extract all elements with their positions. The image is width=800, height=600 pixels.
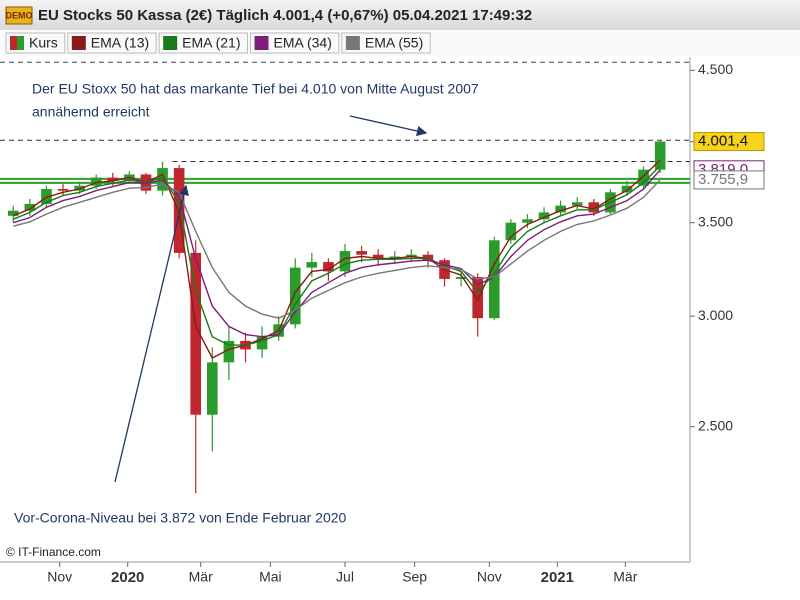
legend-box	[341, 32, 431, 54]
legend-box	[5, 32, 66, 54]
chart-title: EU Stocks 50 Kassa (2€) Täglich 4.001,4 …	[38, 7, 532, 24]
legend-label: EMA (13)	[91, 35, 149, 51]
annotation-arrow	[114, 184, 189, 483]
last-value-label: 4.001,4	[698, 132, 748, 149]
candle-body	[74, 185, 85, 191]
candle-body	[406, 254, 417, 257]
candle-body	[522, 219, 533, 223]
y-tick-label: 3.500	[698, 213, 733, 229]
candle-body	[7, 210, 19, 216]
candle-body	[90, 177, 102, 186]
legend-label: Kurs	[29, 35, 58, 51]
candle-body	[555, 205, 566, 213]
candle-body	[455, 277, 467, 279]
candle-body	[571, 202, 583, 206]
candle-body	[24, 203, 36, 211]
legend-swatch	[163, 36, 178, 50]
legend-item: EMA (34)	[250, 32, 340, 54]
legend-item: Kurs	[5, 32, 66, 54]
candle-body	[488, 240, 500, 319]
candle-body	[654, 141, 666, 170]
legend-box	[250, 32, 340, 54]
candle-body	[505, 222, 517, 241]
candle-body	[323, 262, 334, 272]
candle-body	[389, 256, 401, 259]
x-tick-label: 2021	[541, 569, 574, 586]
x-tick-label: Sep	[402, 569, 427, 585]
legend-bar	[0, 30, 800, 56]
ema-line	[13, 165, 661, 346]
logo	[5, 6, 33, 25]
candle-body	[57, 189, 69, 191]
legend-item: EMA (21)	[158, 32, 249, 54]
candle-body	[157, 168, 168, 191]
x-tick-label: Nov	[47, 569, 72, 585]
legend-label: EMA (55)	[365, 35, 423, 51]
x-tick-label: Nov	[477, 569, 502, 585]
logo-text: DEMO	[6, 10, 33, 20]
candle-body	[306, 262, 318, 268]
legend-box	[158, 32, 249, 54]
annotation-arrow	[349, 115, 428, 137]
x-tick-label: Mär	[189, 569, 213, 585]
legend-swatch	[254, 36, 269, 50]
candle-body	[621, 185, 633, 193]
last-value-box	[693, 132, 765, 152]
title-bar	[0, 0, 800, 30]
last-value-label: 3.755,9	[698, 171, 748, 188]
legend-swatch	[345, 36, 360, 50]
candle-body	[289, 267, 301, 325]
x-tick-label: Mai	[259, 569, 282, 585]
legend-item: EMA (13)	[67, 32, 157, 54]
y-tick-label: 4.500	[698, 61, 733, 77]
legend-box	[67, 32, 157, 54]
candle-body	[372, 254, 384, 259]
axes: 2.5003.0003.5004.0004.500Nov2020MärMaiJu…	[47, 61, 765, 586]
source: © IT-Finance.com	[6, 545, 101, 559]
annotation: annähernd erreicht	[32, 104, 150, 120]
ema-line	[13, 159, 661, 359]
annotation: Vor-Corona-Niveau bei 3.872 von Ende Feb…	[14, 510, 347, 526]
last-value-box	[693, 170, 765, 190]
x-tick-label: 2020	[111, 569, 144, 586]
plot-area	[0, 61, 690, 494]
candle-body	[173, 168, 185, 253]
candle-body	[638, 169, 649, 186]
candle-body	[41, 189, 52, 204]
legend-swatch	[10, 36, 17, 50]
candle-body	[107, 177, 119, 181]
legend-swatch	[17, 36, 24, 50]
ema-line	[13, 169, 661, 338]
y-tick-label: 3.000	[698, 307, 733, 323]
legend: Kurs EMA (13) EMA (21) EMA (34) EMA (55)	[5, 32, 431, 54]
candle-body	[207, 362, 218, 415]
x-tick-label: Mär	[613, 569, 637, 585]
candle-body	[190, 252, 202, 415]
candle-body	[356, 251, 367, 255]
candle-body	[223, 340, 235, 363]
ema-line	[13, 179, 661, 319]
legend-label: EMA (34)	[274, 35, 332, 51]
candle-body	[538, 212, 550, 220]
candle-body	[256, 336, 268, 350]
candle-body	[588, 202, 600, 213]
candle-body	[472, 277, 483, 319]
legend-swatch	[71, 36, 86, 50]
y-tick-label: 2.500	[698, 417, 733, 433]
annotation: Der EU Stoxx 50 hat das markante Tief be…	[32, 81, 479, 97]
candle-body	[422, 254, 434, 261]
x-tick-label: Jul	[336, 569, 354, 585]
candle-body	[339, 251, 351, 272]
legend-label: EMA (21)	[182, 35, 240, 51]
legend-item: EMA (55)	[341, 32, 431, 54]
